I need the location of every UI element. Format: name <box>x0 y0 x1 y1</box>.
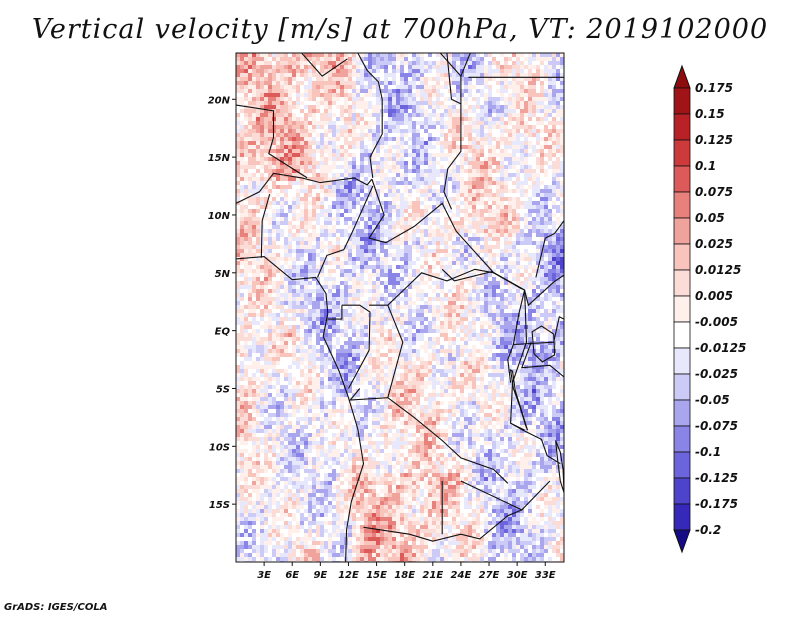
colorbar-label: -0.1 <box>695 445 721 459</box>
lon-tick-label: 24E <box>451 570 472 581</box>
colorbar-swatch <box>673 269 691 297</box>
lat-tick-label: 5S <box>216 384 230 395</box>
lon-tick-label: 9E <box>313 570 327 581</box>
colorbar-swatch <box>673 87 691 115</box>
colorbar-swatch <box>673 503 691 531</box>
colorbar-label: 0.05 <box>695 211 725 225</box>
colorbar-swatch <box>673 373 691 401</box>
colorbar-label: 0.15 <box>695 107 725 121</box>
lon-tick-label: 6E <box>285 570 299 581</box>
longitude-axis: 3E 6E 9E 12E 15E 18E 21E 24E 27E 30E 33E <box>257 562 556 581</box>
colorbar-swatch <box>673 347 691 375</box>
lon-tick-label: 15E <box>366 570 387 581</box>
colorbar-swatch <box>673 451 691 479</box>
colorbar-label: 0.1 <box>695 159 716 173</box>
country-borders <box>236 53 564 562</box>
velocity-field <box>236 53 564 562</box>
map-frame <box>235 52 565 563</box>
lat-tick-label: 20N <box>208 95 231 106</box>
colorbar-label: -0.175 <box>695 497 738 511</box>
colorbar-swatch <box>673 295 691 323</box>
lon-tick-label: 27E <box>479 570 500 581</box>
colorbar: 0.175 0.15 0.125 0.1 0.075 0.05 0.025 0.0125 0.0… <box>673 64 746 554</box>
lat-tick-label: 15S <box>209 500 230 511</box>
colorbar-label: 0.0125 <box>695 263 741 277</box>
colorbar-label: -0.05 <box>695 393 730 407</box>
lon-tick-label: 21E <box>422 570 443 581</box>
colorbar-label: 0.125 <box>695 133 733 147</box>
lat-tick-label: 5N <box>215 269 231 280</box>
lon-tick-label: 3E <box>257 570 271 581</box>
colorbar-swatch <box>673 139 691 167</box>
lon-tick-label: 33E <box>535 570 556 581</box>
lon-tick-label: 18E <box>394 570 415 581</box>
grads-credit: GrADS: IGES/COLA <box>4 602 108 613</box>
colorbar-label: 0.025 <box>695 237 733 251</box>
colorbar-label: -0.025 <box>695 367 738 381</box>
colorbar-swatch <box>673 477 691 505</box>
colorbar-swatch <box>673 425 691 453</box>
colorbar-swatch <box>673 113 691 141</box>
colorbar-label: 0.005 <box>695 289 733 303</box>
colorbar-label: -0.2 <box>695 523 721 537</box>
lat-tick-label: 10S <box>209 442 230 453</box>
latitude-axis: 20N 15N 10N 5N EQ 5S 10S 15S <box>208 95 236 511</box>
lon-tick-label: 12E <box>338 570 359 581</box>
colorbar-label: 0.075 <box>695 185 733 199</box>
colorbar-bottom-arrow <box>673 529 691 554</box>
colorbar-swatch <box>673 321 691 349</box>
colorbar-swatch <box>673 217 691 245</box>
colorbar-swatch <box>673 243 691 271</box>
colorbar-label: -0.075 <box>695 419 738 433</box>
colorbar-swatch <box>673 165 691 193</box>
colorbar-swatch <box>673 191 691 219</box>
lat-tick-label: 15N <box>208 153 231 164</box>
map-title: Vertical velocity [m/s] at 700hPa, VT: 2… <box>31 14 769 45</box>
colorbar-label: -0.0125 <box>695 341 746 355</box>
lat-tick-label: 10N <box>208 211 231 222</box>
lat-tick-label: EQ <box>215 327 231 338</box>
colorbar-label: -0.005 <box>695 315 738 329</box>
colorbar-label: -0.125 <box>695 471 738 485</box>
lon-tick-label: 30E <box>507 570 528 581</box>
colorbar-label: 0.175 <box>695 81 733 95</box>
colorbar-top-arrow <box>673 64 691 89</box>
colorbar-swatch <box>673 399 691 427</box>
